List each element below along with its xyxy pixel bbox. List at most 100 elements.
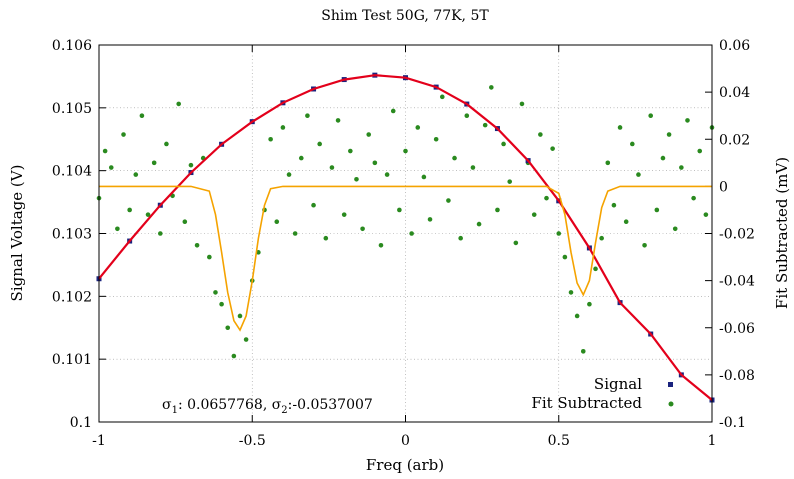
sigma2-subscript: 2: [281, 405, 287, 416]
data-point: [194, 242, 200, 248]
y2-tick-label: 0.06: [719, 38, 750, 54]
data-point: [672, 226, 678, 232]
data-point: [102, 148, 108, 154]
tick-labels: -1 -0.5 0 0.5 1 0.1 0.101 0.102 0.103 0.104 0.105 0…: [52, 38, 755, 449]
data-point: [378, 242, 384, 248]
data-point: [207, 254, 212, 260]
data-point: [298, 155, 304, 161]
data-point: [630, 141, 635, 147]
data-point: [446, 198, 451, 203]
data-point: [562, 254, 568, 260]
data-point: [623, 219, 629, 225]
data-point: [691, 195, 696, 201]
data-point: [531, 212, 537, 217]
series-3: [99, 185, 712, 332]
data-point: [360, 226, 365, 232]
legend-marker-fit-subtracted: [668, 401, 674, 407]
y-tick-label: 0.1: [70, 415, 92, 431]
y2-tick-label: -0.08: [719, 368, 755, 384]
data-point: [458, 235, 463, 241]
data-point: [390, 108, 396, 114]
legend: Signal Fit Subtracted: [531, 375, 674, 412]
data-point: [476, 221, 482, 227]
data-point: [685, 118, 690, 123]
data-point: [292, 231, 298, 236]
series-line: [98, 74, 713, 401]
y-axis-label: Signal Voltage (V): [8, 165, 26, 302]
sigma2-symbol: σ: [272, 397, 282, 413]
data-point: [679, 165, 684, 170]
x-tick-label: 0: [401, 433, 410, 449]
data-point: [384, 172, 390, 177]
y-tick-label: 0.103: [52, 227, 92, 243]
y-tick-label: 0.102: [52, 289, 92, 305]
data-point: [158, 231, 163, 236]
y2-tick-label: -0.02: [719, 227, 755, 243]
plot-area: [96, 72, 715, 403]
sigma2-value: :-0.0537007: [288, 397, 373, 413]
data-point: [237, 313, 243, 319]
x-tick-label: -1: [92, 433, 106, 449]
sigma-annotation: σ1: 0.0657768, σ2:-0.0537007: [162, 397, 373, 416]
data-point: [311, 202, 316, 208]
data-point: [176, 101, 181, 107]
data-point: [550, 146, 555, 151]
data-point: [452, 155, 457, 161]
plot-frame: [98, 44, 713, 423]
data-point: [348, 148, 353, 154]
data-point: [121, 132, 126, 137]
data-point: [151, 160, 157, 166]
data-point: [556, 231, 562, 236]
data-point: [574, 313, 580, 319]
legend-marker-signal: [668, 382, 673, 387]
data-point: [305, 113, 310, 118]
data-point: [697, 148, 703, 154]
x-tick-label: -0.5: [239, 433, 266, 449]
data-point: [703, 212, 709, 217]
data-point: [470, 165, 476, 170]
data-point: [164, 141, 169, 147]
data-point: [489, 85, 494, 90]
y2-tick-label: 0: [719, 179, 728, 195]
data-point: [115, 226, 120, 232]
data-point: [243, 337, 249, 342]
data-point: [366, 132, 372, 137]
y2-axis-label: Fit Subtracted (mV): [773, 157, 791, 309]
data-point: [439, 94, 445, 100]
data-point: [323, 235, 329, 241]
data-point: [636, 172, 641, 177]
data-point: [544, 195, 549, 201]
data-point: [145, 212, 151, 217]
data-point: [605, 160, 611, 166]
data-point: [231, 353, 237, 359]
x-tick-label: 1: [708, 433, 717, 449]
legend-label-fit-subtracted: Fit Subtracted: [531, 394, 642, 412]
data-point: [464, 113, 470, 118]
y-tick-label: 0.101: [52, 352, 92, 368]
y-tick-label: 0.106: [52, 38, 92, 54]
data-point: [519, 101, 525, 107]
data-point: [372, 160, 378, 166]
data-point: [397, 207, 402, 213]
data-point: [593, 266, 598, 272]
data-point: [108, 165, 114, 170]
data-point: [507, 179, 513, 184]
data-point: [317, 141, 322, 147]
data-point: [182, 219, 188, 225]
data-point: [654, 207, 660, 213]
data-point: [495, 207, 500, 213]
data-point: [501, 141, 506, 147]
data-point: [568, 290, 574, 295]
data-point: [188, 162, 194, 168]
x-tick-label: 0.5: [548, 433, 570, 449]
legend-label-signal: Signal: [594, 375, 642, 393]
data-point: [599, 235, 604, 241]
data-point: [409, 231, 414, 236]
data-point: [427, 217, 433, 222]
data-point: [538, 132, 543, 137]
data-point: [642, 242, 647, 248]
data-point: [354, 177, 359, 182]
data-point: [286, 172, 292, 177]
data-point: [648, 113, 653, 118]
